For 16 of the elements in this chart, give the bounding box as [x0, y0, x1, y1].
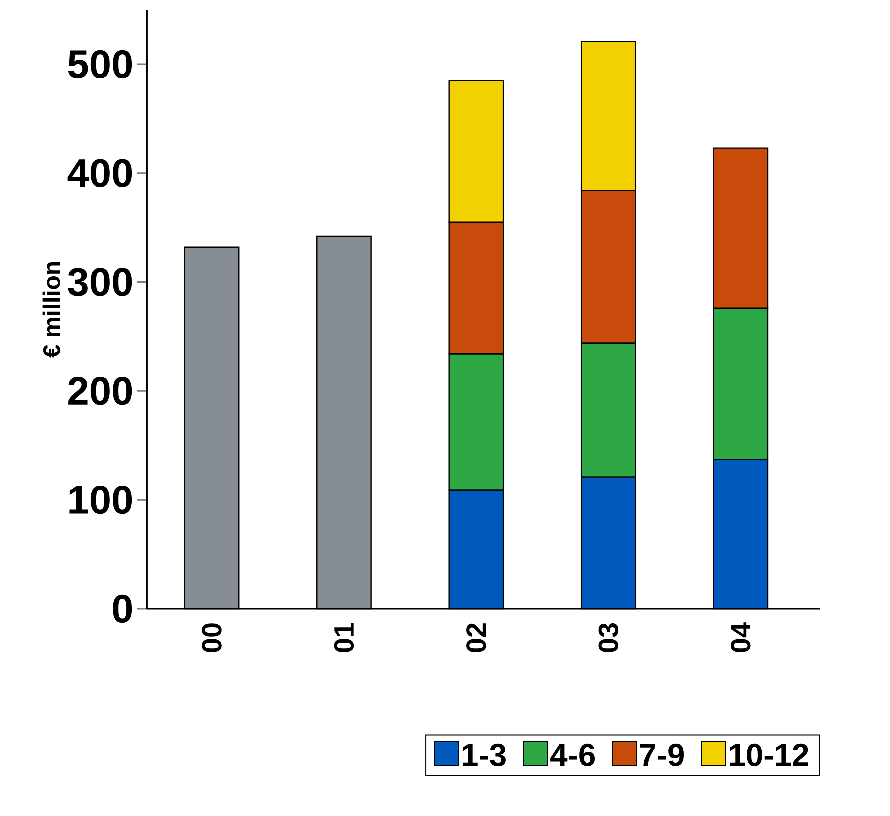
x-tick-label: 00	[202, 624, 222, 652]
x-tick-label: 03	[598, 624, 619, 652]
y-tick-label: 400	[68, 159, 132, 188]
x-tick-label: 04	[731, 622, 751, 652]
y-tick-label: 300	[68, 268, 132, 296]
x-tick-label: 01	[334, 623, 354, 652]
legend-label: 10-12	[730, 744, 808, 766]
y-axis-title: € million	[42, 262, 60, 358]
y-tick-label: 500	[68, 50, 132, 79]
legend-label: 4-6	[550, 744, 595, 766]
y-tick-label: 200	[68, 377, 132, 406]
legend-label: 1-3	[463, 744, 506, 767]
y-tick-label: 0	[113, 594, 132, 624]
x-tick-label: 02	[466, 624, 486, 652]
y-tick-label: 100	[70, 486, 132, 514]
legend-label: 7-9	[640, 744, 684, 766]
